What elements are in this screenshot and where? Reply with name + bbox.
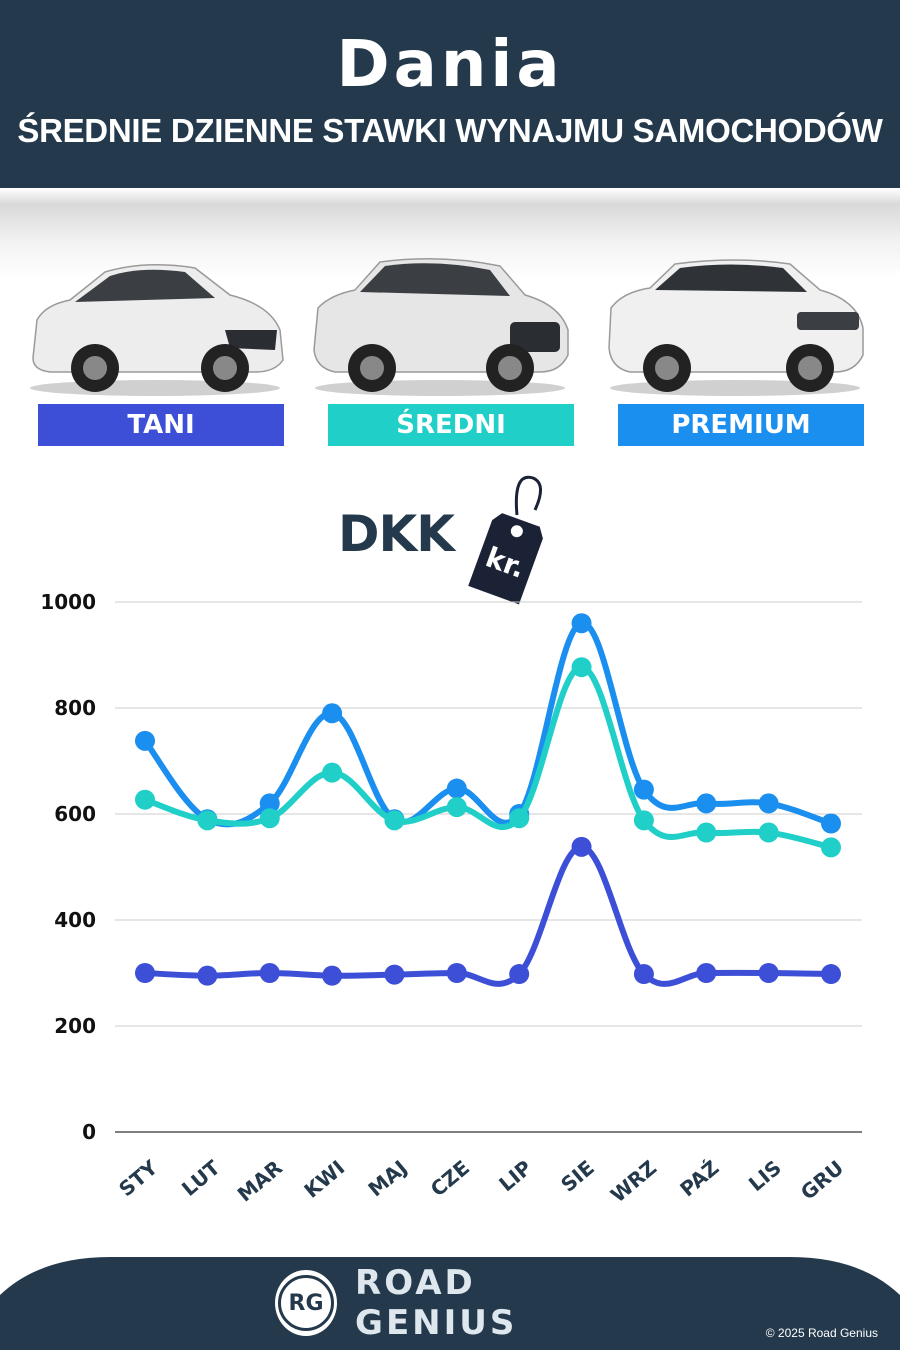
data-point [696,963,717,983]
data-point [571,613,592,634]
category-sredni-label: ŚREDNI [328,404,574,446]
y-tick-label: 400 [54,908,96,932]
logo-monogram: RG [278,1275,335,1331]
price-tag-icon: kr. [468,475,543,605]
y-tick-label: 1000 [40,590,96,614]
brand-logo: RG ROAD GENIUS [275,1263,635,1343]
y-tick-label: 600 [54,802,96,826]
data-point [322,762,343,783]
data-point [571,657,592,678]
data-point [259,808,280,829]
currency-label: DKK [338,505,455,563]
data-point [259,793,280,814]
gridlines [115,601,862,1133]
y-tick-label: 800 [54,696,96,720]
data-point [696,793,717,814]
data-point [322,703,343,724]
data-point [135,789,155,810]
x-tick-label: LIS [744,1155,786,1196]
x-axis-ticks: STY LUT MAR KWI MAJ CZE LIP SIE WRZ PAŹ LIS GRU [114,1155,848,1207]
premium-suv-image [605,250,865,400]
data-point [758,963,779,983]
data-point [633,964,654,985]
header-banner: Dania ŚREDNIE DZIENNE STAWKI WYNAJMU SAM… [0,0,900,188]
data-point [633,779,654,800]
data-point [509,964,530,985]
y-tick-label: 0 [82,1120,96,1144]
data-point [571,836,592,857]
data-point [509,808,530,829]
x-tick-label: SIE [556,1155,599,1196]
data-point [197,965,218,986]
footer-banner [0,1255,900,1350]
road-genius-logo-icon: RG [275,1270,338,1336]
data-point [758,793,779,814]
series-lines [135,613,841,987]
data-point [197,810,218,831]
midsize-suv-image [310,250,570,400]
data-point [446,963,467,983]
data-point [758,822,779,843]
data-point [135,963,155,983]
page-title: Dania [336,28,564,102]
x-tick-label: WRZ [606,1155,661,1207]
series-line-1 [142,620,832,828]
y-axis-ticks: 0 200 400 600 800 1000 [40,590,96,1144]
data-point [135,730,155,751]
x-tick-label: LIP [494,1155,536,1196]
brand-name: ROAD GENIUS [355,1263,518,1343]
data-point [259,963,280,983]
series-line-3 [144,843,832,987]
x-tick-label: CZE [426,1155,474,1201]
x-tick-label: PAŹ [675,1155,723,1201]
data-point [446,797,467,818]
data-point [821,813,841,834]
x-tick-label: LUT [177,1155,225,1201]
data-point [322,965,343,986]
data-point [821,964,841,985]
economy-car-image [25,250,285,400]
data-point [384,964,405,985]
data-point [446,778,467,799]
data-point [821,837,841,858]
data-point [696,822,717,843]
category-premium-label: PREMIUM [618,404,864,446]
x-tick-label: MAR [233,1155,287,1206]
copyright-text: © 2025 Road Genius [765,1326,878,1340]
x-tick-label: GRU [796,1155,848,1204]
x-tick-label: KWI [299,1155,349,1202]
page-subtitle: ŚREDNIE DZIENNE STAWKI WYNAJMU SAMOCHODÓ… [17,112,883,149]
y-tick-label: 200 [54,1014,96,1038]
category-tani-label: TANI [38,404,284,446]
data-point [633,810,654,831]
x-tick-label: MAJ [363,1155,411,1201]
x-tick-label: STY [114,1155,162,1201]
data-point [384,810,405,831]
